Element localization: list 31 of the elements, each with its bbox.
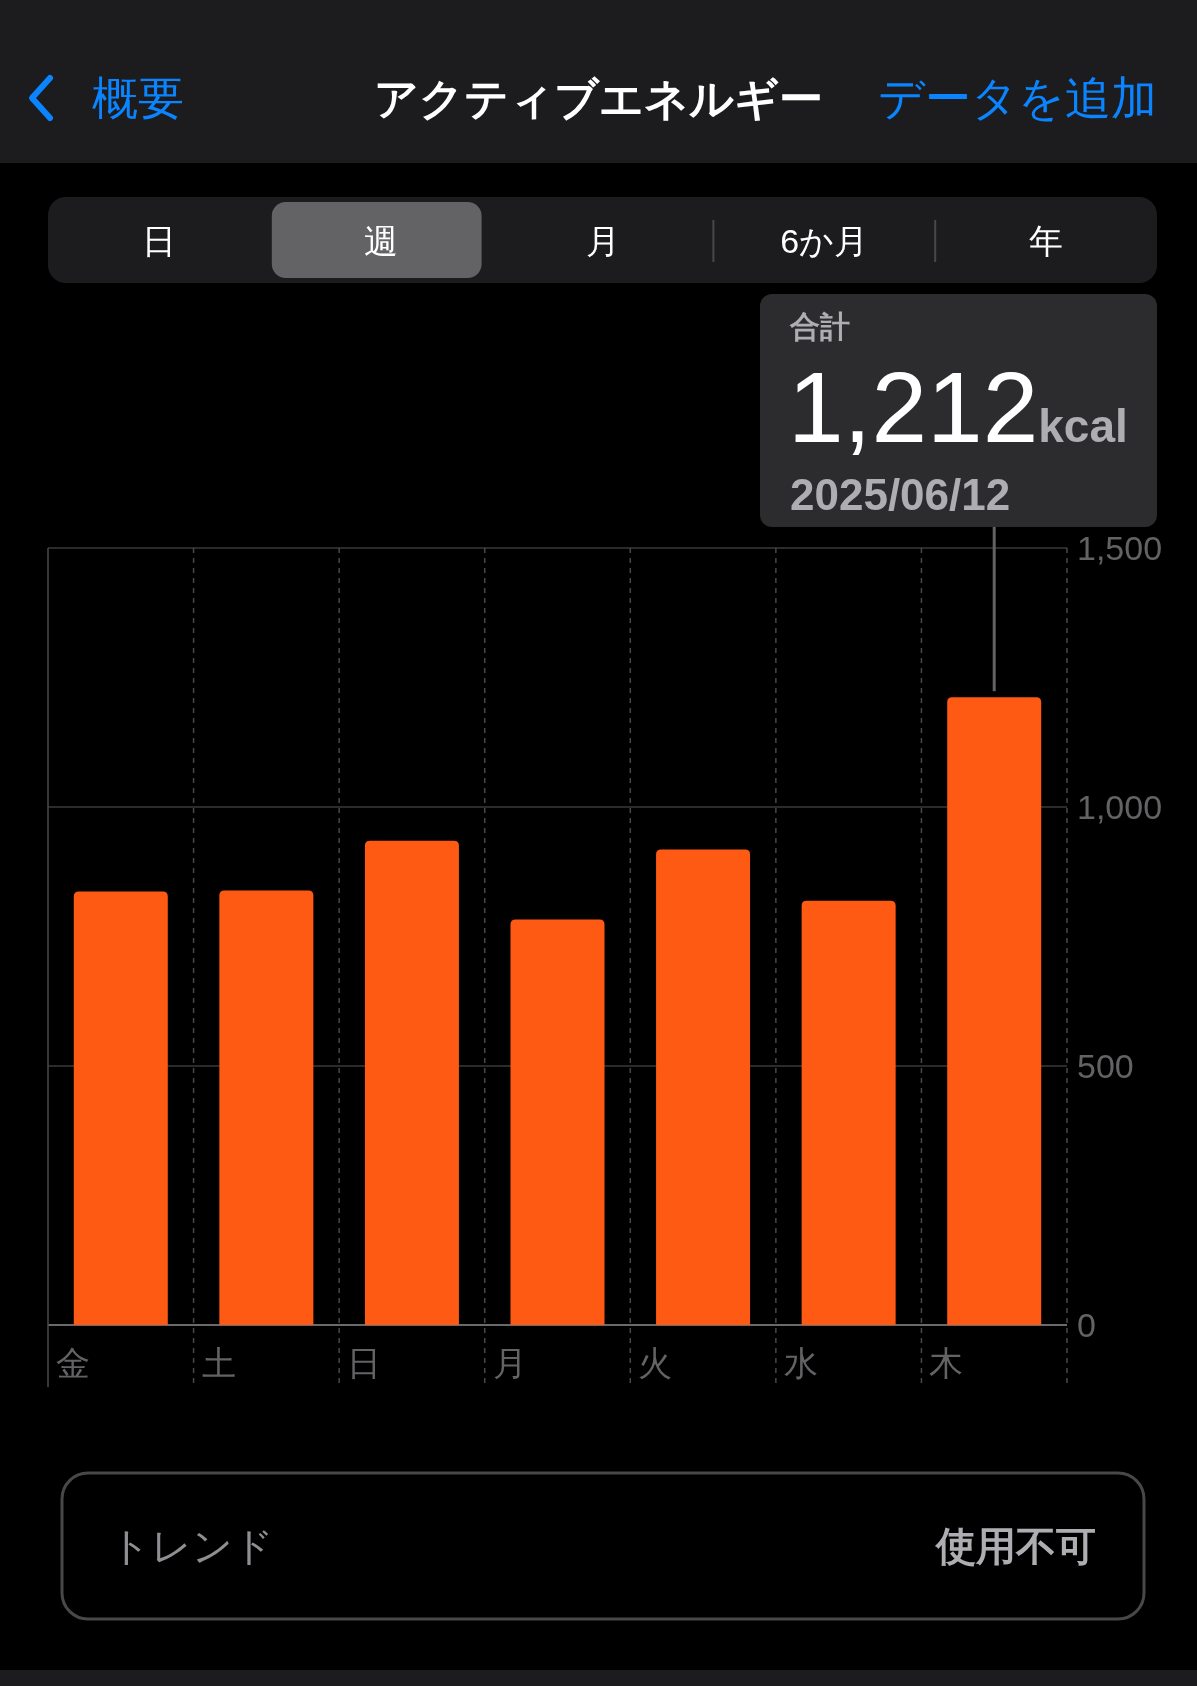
bar — [801, 900, 896, 1325]
bar — [656, 849, 751, 1325]
y-tick-label: 1,500 — [1077, 529, 1163, 567]
x-tick-label: 金 — [56, 1344, 90, 1382]
chart-title: アクティブエネルギー — [373, 74, 823, 123]
text: 日 — [141, 222, 176, 260]
x-tick-label: 月 — [492, 1344, 527, 1382]
annotation: 1,212kcal — [788, 351, 1128, 463]
bar — [510, 919, 605, 1325]
text: 使用不可 — [934, 1524, 1096, 1568]
text: トレンド — [110, 1524, 274, 1568]
text: データを追加 — [878, 72, 1157, 124]
x-tick-label: 火 — [638, 1344, 673, 1382]
bar — [947, 697, 1042, 1325]
text: 週 — [363, 222, 398, 260]
y-tick-label: 500 — [1077, 1047, 1134, 1085]
text: 合計 — [789, 310, 850, 343]
text: 2025/06/12 — [790, 470, 1011, 519]
x-tick-label: 日 — [347, 1344, 382, 1382]
y-tick-label: 1,000 — [1077, 788, 1163, 826]
bar — [219, 890, 314, 1325]
text: 月 — [585, 222, 620, 260]
y-tick-label: 0 — [1077, 1306, 1096, 1344]
bar — [73, 891, 168, 1325]
bar — [364, 840, 459, 1325]
x-tick-label: 水 — [783, 1344, 818, 1382]
x-tick-label: 木 — [929, 1344, 964, 1382]
text: 6か月 — [780, 222, 869, 260]
text: 年 — [1029, 222, 1064, 260]
text: 概要 — [92, 72, 184, 124]
x-tick-label: 土 — [201, 1344, 236, 1382]
